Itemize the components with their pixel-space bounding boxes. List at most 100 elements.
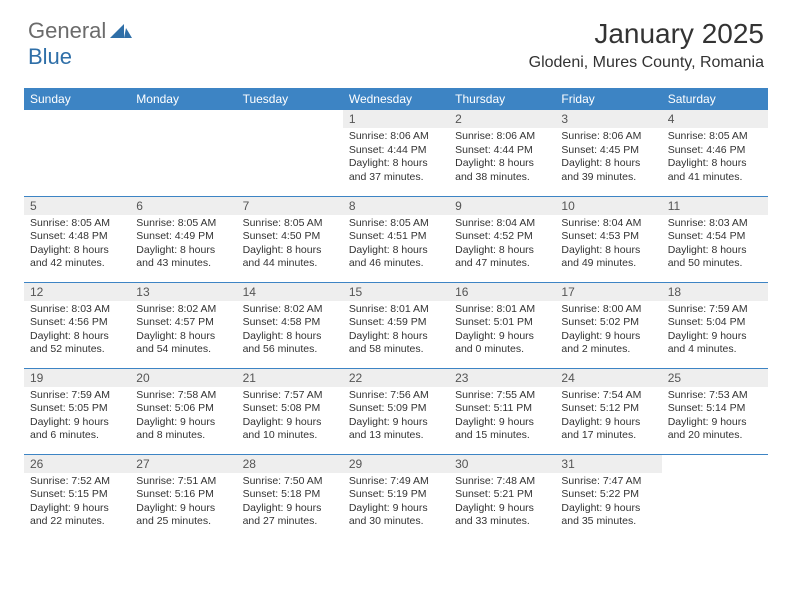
weekday-header: Sunday <box>24 88 130 110</box>
calendar-day-cell: 2 Sunrise: 8:06 AMSunset: 4:44 PMDaylight… <box>449 110 555 196</box>
calendar-day-cell: 14 Sunrise: 8:02 AMSunset: 4:58 PMDayligh… <box>237 282 343 368</box>
calendar-day-cell: 25Sunrise: 7:53 AMSunset: 5:14 PMDayligh… <box>662 368 768 454</box>
sunset-text: Sunset: 5:19 PM <box>349 488 443 502</box>
calendar-day-cell: 16Sunrise: 8:01 AMSunset: 5:01 PMDayligh… <box>449 282 555 368</box>
daylight-text: Daylight: 9 hours and 35 minutes. <box>561 502 655 529</box>
calendar-day-cell: 23Sunrise: 7:55 AMSunset: 5:11 PMDayligh… <box>449 368 555 454</box>
calendar-body: 1Sunrise: 8:06 AMSunset: 4:44 PMDaylight… <box>24 110 768 540</box>
day-number: 19 <box>24 369 130 387</box>
calendar-day-cell: 13 Sunrise: 8:02 AMSunset: 4:57 PMDayligh… <box>130 282 236 368</box>
weekday-header: Tuesday <box>237 88 343 110</box>
day-details: Sunrise: 7:53 AMSunset: 5:14 PMDaylight:… <box>668 389 762 444</box>
weekday-header: Wednesday <box>343 88 449 110</box>
day-number: 15 <box>343 283 449 301</box>
day-details: Sunrise: 8:00 AMSunset: 5:02 PMDaylight:… <box>561 303 655 358</box>
day-number: 3 <box>555 110 661 128</box>
sunrise-text: Sunrise: 7:49 AM <box>349 475 443 489</box>
calendar-week-row: 26Sunrise: 7:52 AMSunset: 5:15 PMDayligh… <box>24 454 768 540</box>
sunset-text: Sunset: 4:58 PM <box>243 316 337 330</box>
calendar-day-cell: 3Sunrise: 8:06 AMSunset: 4:45 PMDaylight… <box>555 110 661 196</box>
sunset-text: Sunset: 5:04 PM <box>668 316 762 330</box>
logo-text-general: General <box>28 18 106 44</box>
day-details: Sunrise: 8:06 AMSunset: 4:44 PMDaylight:… <box>349 130 443 185</box>
daylight-text: Daylight: 9 hours and 22 minutes. <box>30 502 124 529</box>
day-number: 18 <box>662 283 768 301</box>
calendar-day-cell: 20Sunrise: 7:58 AMSunset: 5:06 PMDayligh… <box>130 368 236 454</box>
day-number: 21 <box>237 369 343 387</box>
sunrise-text: Sunrise: 8:04 AM <box>561 217 655 231</box>
sunset-text: Sunset: 4:45 PM <box>561 144 655 158</box>
calendar-day-cell: 15 Sunrise: 8:01 AMSunset: 4:59 PMDayligh… <box>343 282 449 368</box>
day-number: 13 <box>130 283 236 301</box>
calendar-week-row: 19Sunrise: 7:59 AMSunset: 5:05 PMDayligh… <box>24 368 768 454</box>
calendar-day-cell: 17Sunrise: 8:00 AMSunset: 5:02 PMDayligh… <box>555 282 661 368</box>
calendar-day-cell: 12Sunrise: 8:03 AMSunset: 4:56 PMDayligh… <box>24 282 130 368</box>
day-details: Sunrise: 7:51 AMSunset: 5:16 PMDaylight:… <box>136 475 230 530</box>
sunset-text: Sunset: 4:54 PM <box>668 230 762 244</box>
sunset-text: Sunset: 4:49 PM <box>136 230 230 244</box>
day-details: Sunrise: 7:49 AMSunset: 5:19 PMDaylight:… <box>349 475 443 530</box>
sunset-text: Sunset: 4:46 PM <box>668 144 762 158</box>
day-number: 2 <box>449 110 555 128</box>
day-number: 27 <box>130 455 236 473</box>
daylight-text: Daylight: 9 hours and 33 minutes. <box>455 502 549 529</box>
day-details: Sunrise: 8:03 AMSunset: 4:54 PMDaylight:… <box>668 217 762 272</box>
sunrise-text: Sunrise: 7:53 AM <box>668 389 762 403</box>
sunrise-text: Sunrise: 8:06 AM <box>561 130 655 144</box>
day-number: 30 <box>449 455 555 473</box>
day-details: Sunrise: 8:05 AMSunset: 4:50 PMDaylight:… <box>243 217 337 272</box>
sunset-text: Sunset: 5:14 PM <box>668 402 762 416</box>
day-details: Sunrise: 8:06 AMSunset: 4:44 PMDaylight:… <box>455 130 549 185</box>
day-details: Sunrise: 7:57 AMSunset: 5:08 PMDaylight:… <box>243 389 337 444</box>
sunset-text: Sunset: 4:48 PM <box>30 230 124 244</box>
sunrise-text: Sunrise: 8:05 AM <box>668 130 762 144</box>
sunrise-text: Sunrise: 8:04 AM <box>455 217 549 231</box>
day-number: 29 <box>343 455 449 473</box>
day-details: Sunrise: 8:02 AMSunset: 4:57 PMDaylight:… <box>136 303 230 358</box>
day-details: Sunrise: 7:59 AMSunset: 5:05 PMDaylight:… <box>30 389 124 444</box>
sunset-text: Sunset: 5:05 PM <box>30 402 124 416</box>
daylight-text: Daylight: 8 hours and 56 minutes. <box>243 330 337 357</box>
sunrise-text: Sunrise: 7:51 AM <box>136 475 230 489</box>
day-details: Sunrise: 7:58 AMSunset: 5:06 PMDaylight:… <box>136 389 230 444</box>
calendar-day-cell <box>130 110 236 196</box>
calendar-day-cell: 4Sunrise: 8:05 AMSunset: 4:46 PMDaylight… <box>662 110 768 196</box>
day-number: 22 <box>343 369 449 387</box>
day-number: 31 <box>555 455 661 473</box>
sunrise-text: Sunrise: 7:55 AM <box>455 389 549 403</box>
sunset-text: Sunset: 4:44 PM <box>455 144 549 158</box>
daylight-text: Daylight: 9 hours and 20 minutes. <box>668 416 762 443</box>
day-number: 28 <box>237 455 343 473</box>
sunrise-text: Sunrise: 8:03 AM <box>30 303 124 317</box>
location-label: Glodeni, Mures County, Romania <box>529 54 764 72</box>
sunrise-text: Sunrise: 8:01 AM <box>349 303 443 317</box>
day-details: Sunrise: 8:02 AMSunset: 4:58 PMDaylight:… <box>243 303 337 358</box>
daylight-text: Daylight: 9 hours and 2 minutes. <box>561 330 655 357</box>
day-details: Sunrise: 8:05 AMSunset: 4:51 PMDaylight:… <box>349 217 443 272</box>
day-number: 14 <box>237 283 343 301</box>
calendar-day-cell: 7Sunrise: 8:05 AMSunset: 4:50 PMDaylight… <box>237 196 343 282</box>
sunset-text: Sunset: 5:06 PM <box>136 402 230 416</box>
calendar-day-cell: 24Sunrise: 7:54 AMSunset: 5:12 PMDayligh… <box>555 368 661 454</box>
calendar-day-cell: 9Sunrise: 8:04 AMSunset: 4:52 PMDaylight… <box>449 196 555 282</box>
daylight-text: Daylight: 9 hours and 4 minutes. <box>668 330 762 357</box>
daylight-text: Daylight: 9 hours and 8 minutes. <box>136 416 230 443</box>
sunrise-text: Sunrise: 8:05 AM <box>349 217 443 231</box>
daylight-text: Daylight: 9 hours and 13 minutes. <box>349 416 443 443</box>
day-number: 12 <box>24 283 130 301</box>
calendar-day-cell: 28Sunrise: 7:50 AMSunset: 5:18 PMDayligh… <box>237 454 343 540</box>
day-details: Sunrise: 8:01 AMSunset: 4:59 PMDaylight:… <box>349 303 443 358</box>
daylight-text: Daylight: 8 hours and 43 minutes. <box>136 244 230 271</box>
daylight-text: Daylight: 9 hours and 25 minutes. <box>136 502 230 529</box>
calendar-day-cell: 29 Sunrise: 7:49 AMSunset: 5:19 PMDayligh… <box>343 454 449 540</box>
logo-triangle-icon <box>110 20 132 43</box>
sunrise-text: Sunrise: 8:06 AM <box>455 130 549 144</box>
daylight-text: Daylight: 8 hours and 49 minutes. <box>561 244 655 271</box>
sunrise-text: Sunrise: 7:54 AM <box>561 389 655 403</box>
daylight-text: Daylight: 8 hours and 54 minutes. <box>136 330 230 357</box>
sunrise-text: Sunrise: 7:59 AM <box>30 389 124 403</box>
sunrise-text: Sunrise: 8:02 AM <box>243 303 337 317</box>
day-details: Sunrise: 8:05 AMSunset: 4:49 PMDaylight:… <box>136 217 230 272</box>
sunset-text: Sunset: 5:22 PM <box>561 488 655 502</box>
day-number: 10 <box>555 197 661 215</box>
